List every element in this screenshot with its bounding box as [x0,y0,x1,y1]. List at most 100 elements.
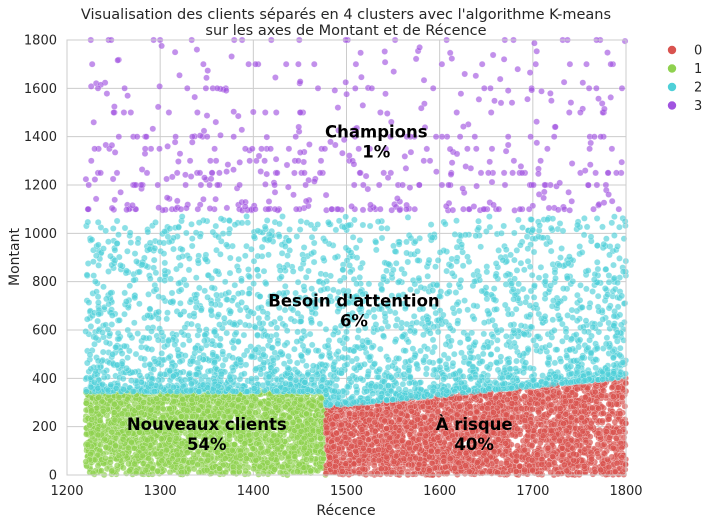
scatter-point-cluster-1 [316,463,324,471]
scatter-point-cluster-1 [224,408,232,415]
scatter-point-cluster-1 [120,464,127,472]
scatter-point-cluster-1 [102,454,109,462]
scatter-point-cluster-1 [140,398,147,406]
scatter-point-cluster-1 [272,404,280,411]
scatter-point-cluster-1 [313,443,321,450]
scatter-point-cluster-0 [434,408,442,415]
scatter-point-cluster-1 [307,467,315,475]
scatter-point-cluster-1 [195,407,202,414]
scatter-point-cluster-0 [393,443,401,451]
scatter-point-cluster-1 [302,456,310,463]
scatter-point-cluster-1 [290,444,298,452]
scatter-point-cluster-1 [204,456,212,464]
scatter-point-cluster-1 [235,396,242,403]
scatter-point-cluster-1 [228,401,236,409]
scatter-point-cluster-1 [108,467,116,475]
scatter-point-cluster-1 [82,458,90,466]
scatter-point-cluster-1 [317,435,324,442]
scatter-point-cluster-1 [170,398,178,405]
scatter-point-cluster-0 [613,435,620,442]
scatter-point-cluster-1 [131,460,138,468]
scatter-point-cluster-1 [264,400,272,408]
scatter-point-cluster-1 [257,400,264,407]
scatter-point-cluster-0 [528,442,536,449]
scatter-point-cluster-1 [118,410,126,418]
scatter-point-cluster-1 [178,440,186,447]
scatter-point-cluster-1 [95,394,102,401]
scatter-point-cluster-1 [275,397,283,405]
scatter-point-cluster-1 [111,416,119,424]
scatter-point-cluster-0 [600,441,608,448]
chart-title-line-2: sur les axes de Montant et de Récence [205,23,486,39]
scatter-point-cluster-1 [100,422,108,430]
scatter-point-cluster-1 [86,421,93,429]
scatter-point-cluster-1 [188,396,195,404]
scatter-point-cluster-0 [521,393,528,400]
scatter-point-cluster-0 [514,425,521,433]
scatter-point-cluster-1 [88,407,95,415]
scatter-point-cluster-1 [247,451,254,458]
scatter-point-cluster-1 [115,452,123,460]
scatter-point-cluster-1 [279,463,286,471]
chart-title-line-1: Visualisation des clients séparés en 4 c… [81,7,611,23]
scatter-point-cluster-1 [96,417,104,425]
scatter-point-cluster-1 [236,452,244,459]
scatter-point-cluster-1 [179,396,186,403]
scatter-point-cluster-1 [158,457,166,465]
scatter-point-cluster-0 [611,418,619,426]
scatter-point-cluster-1 [291,399,298,407]
scatter-point-cluster-0 [591,468,599,476]
scatter-point-cluster-1 [303,410,310,418]
scatter-point-cluster-1 [110,409,118,416]
scatter-point-cluster-1 [119,420,126,428]
scatter-point-cluster-1 [139,444,147,452]
scatter-point-cluster-1 [84,441,92,449]
scatter-point-cluster-1 [252,456,260,464]
scatter-point-cluster-1 [111,400,118,408]
scatter-point-cluster-1 [115,394,123,402]
scatter-point-cluster-1 [125,444,132,452]
scatter-point-cluster-1 [230,441,238,448]
scatter-point-cluster-1 [250,465,257,473]
scatter-point-cluster-1 [166,405,173,413]
scatter-point-cluster-1 [235,463,243,471]
scatter-point-cluster-1 [237,433,244,440]
scatter-point-cluster-1 [300,434,308,442]
scatter-point-cluster-1 [128,438,135,446]
scatter-point-cluster-1 [107,458,114,466]
scatter-point-cluster-1 [294,423,302,430]
scatter-point-cluster-1 [203,466,211,474]
scatter-point-cluster-1 [172,434,180,442]
scatter-point-cluster-1 [147,406,155,414]
scatter-point-cluster-0 [339,454,347,462]
scatter-point-cluster-1 [125,460,132,468]
scatter-point-cluster-1 [94,431,102,439]
scatter-point-cluster-1 [153,395,160,403]
scatter-point-cluster-1 [273,436,281,444]
scatter-point-cluster-0 [605,400,613,408]
scatter-point-cluster-0 [534,400,541,408]
scatter-point-cluster-1 [222,468,229,476]
scatter-point-cluster-1 [264,447,272,455]
scatter-point-cluster-1 [87,429,95,437]
scatter-point-cluster-1 [242,467,249,475]
scatter-point-cluster-1 [271,466,278,473]
scatter-point-cluster-1 [145,455,152,462]
scatter-point-cluster-1 [98,467,105,475]
scatter-point-cluster-1 [294,468,301,475]
scatter-point-cluster-1 [112,442,119,449]
scatter-point-cluster-1 [228,446,236,454]
scatter-point-cluster-1 [101,435,108,443]
scatter-point-cluster-0 [537,421,545,429]
scatter-point-cluster-1 [139,452,146,460]
scatter-point-cluster-1 [301,444,308,452]
scatter-point-cluster-1 [144,436,151,444]
scatter-point-cluster-1 [234,403,242,411]
scatter-point-cluster-1 [99,407,107,415]
scatter-point-cluster-1 [166,468,174,476]
scatter-point-cluster-1 [102,444,110,451]
scatter-point-cluster-1 [194,461,201,469]
scatter-point-cluster-1 [248,402,255,409]
scatter-point-cluster-1 [142,466,149,474]
